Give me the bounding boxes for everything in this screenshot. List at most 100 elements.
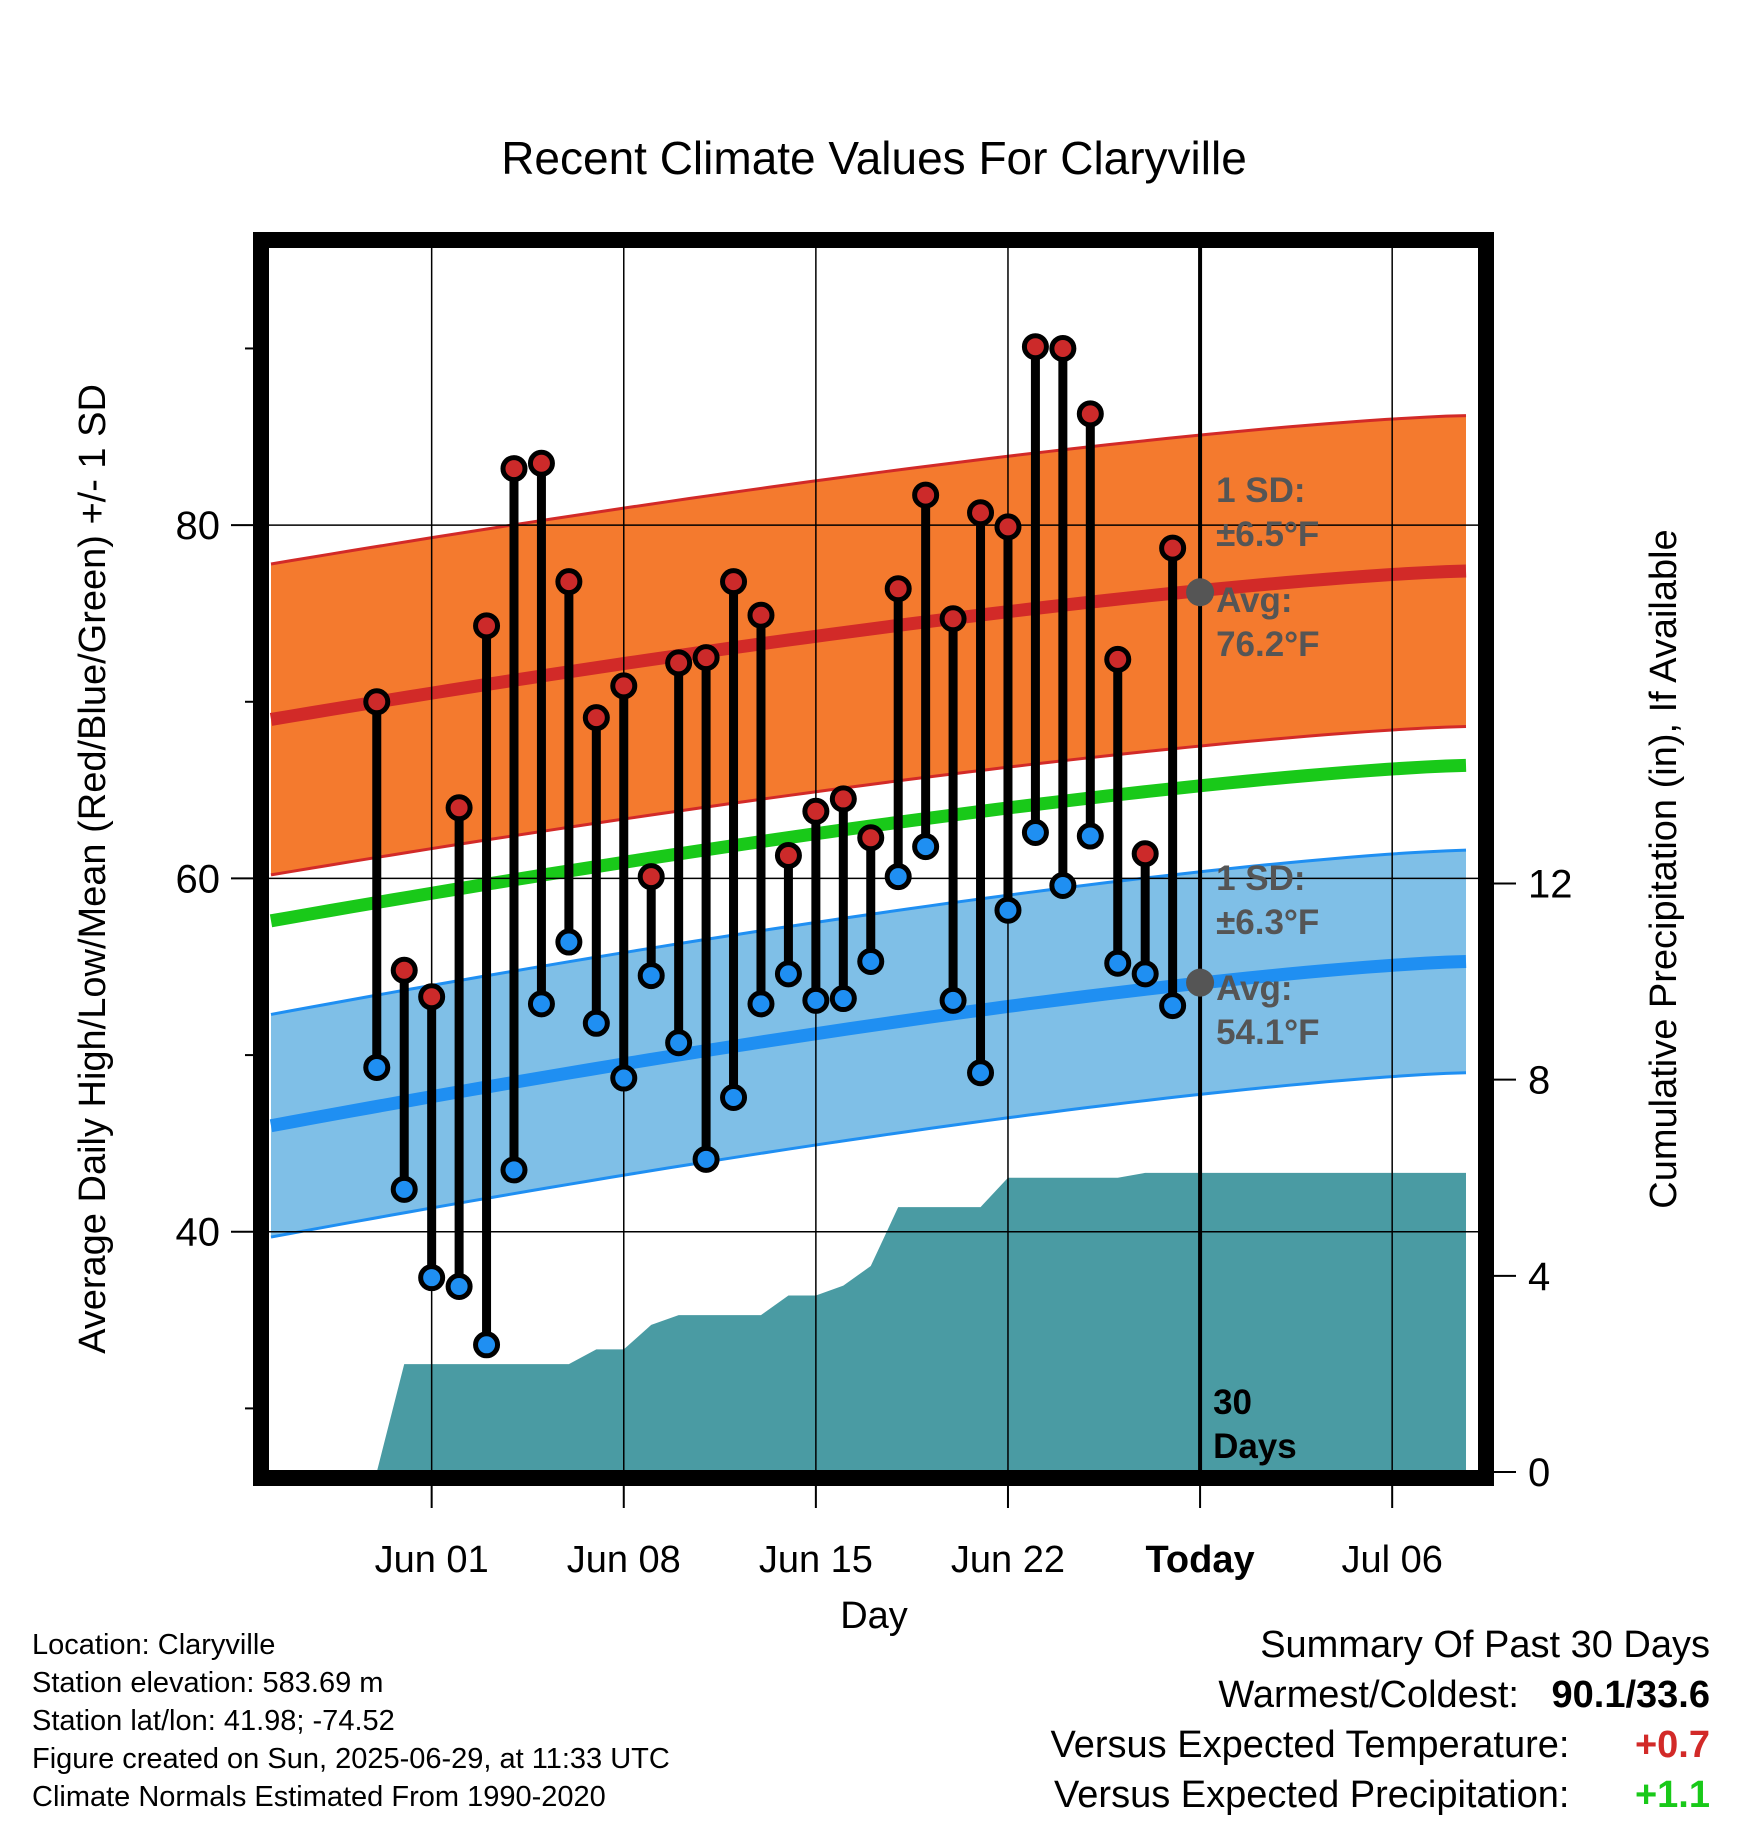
temp-row: Versus Expected Temperature: +0.7 [1051, 1720, 1710, 1770]
x-tick-label: Jun 15 [759, 1539, 873, 1581]
y-left-tick-label: 60 [176, 857, 221, 901]
low-point [1021, 819, 1049, 847]
days-label-text: Days [1213, 1427, 1297, 1466]
low-sd-label: 1 SD: [1216, 859, 1305, 898]
warm-cold-label: Warmest/Coldest: [1218, 1674, 1519, 1716]
low-avg-value: 54.1°F [1216, 1013, 1320, 1052]
x-tick-label: Today [1146, 1539, 1255, 1581]
low-point [1049, 871, 1077, 899]
high-point [1104, 645, 1132, 673]
low-point [857, 947, 885, 975]
low-normal-line [269, 954, 1467, 1133]
precipitation-area [376, 1172, 1467, 1472]
low-band-lower [270, 1071, 1467, 1239]
low-point [802, 986, 830, 1014]
latlon-text: Station lat/lon: 41.98; -74.52 [32, 1705, 395, 1737]
y-left-tick-label: 80 [176, 504, 221, 548]
high-point [665, 649, 693, 677]
high-point [774, 841, 802, 869]
high-band-upper [270, 414, 1467, 566]
low-point [555, 928, 583, 956]
high-point [802, 797, 830, 825]
low-point [418, 1264, 446, 1292]
high-point [637, 863, 665, 891]
today-high-avg-marker [1186, 578, 1215, 607]
summary-panel: Summary Of Past 30 Days Warmest/Coldest:… [1051, 1620, 1710, 1820]
high-point [994, 513, 1022, 541]
x-tick-label: Jun 01 [375, 1539, 489, 1581]
temp-label: Versus Expected Temperature: [1050, 1724, 1570, 1766]
x-tick-label: Jun 22 [951, 1539, 1065, 1581]
high-point [363, 688, 391, 716]
x-tick-label: Jun 08 [567, 1539, 681, 1581]
low-point [665, 1029, 693, 1057]
high-point [829, 785, 857, 813]
today-low-avg-marker [1186, 968, 1215, 997]
days-label-number: 30 [1213, 1383, 1252, 1422]
high-normal-line [269, 564, 1467, 726]
high-point [1049, 334, 1077, 362]
low-point [390, 1175, 418, 1203]
low-point [994, 896, 1022, 924]
plot-area: 1 SD: ±6.5°F Avg: 76.2°F 1 SD: ±6.3°F Avg: 54.1… [267, 246, 1480, 1472]
warm-cold-value: 90.1/33.6 [1551, 1674, 1710, 1716]
high-point [912, 481, 940, 509]
high-point [1159, 534, 1187, 562]
high-sd-value: ±6.5°F [1216, 515, 1319, 554]
low-point [500, 1156, 528, 1184]
high-point [884, 575, 912, 603]
low-point [1131, 960, 1159, 988]
high-point [857, 824, 885, 852]
low-point [829, 985, 857, 1013]
high-point [692, 644, 720, 672]
low-point [445, 1273, 473, 1301]
high-band-lower [270, 725, 1467, 877]
high-point [747, 601, 775, 629]
high-point [1131, 840, 1159, 868]
low-sd-value: ±6.3°F [1216, 903, 1319, 942]
y-right-tick-label: 12 [1528, 863, 1573, 907]
low-point [582, 1009, 610, 1037]
station-metadata: Location: Claryville Station elevation: … [32, 1626, 670, 1816]
y-right-tick-label: 0 [1528, 1451, 1550, 1495]
axes: 40 60 80 0 4 8 12 Jun 01 Jun 08 Jun 15 Jun 22 Today… [176, 232, 1573, 1581]
plot-frame [253, 232, 1494, 1486]
high-avg-label: Avg: [1216, 581, 1292, 620]
low-point [747, 990, 775, 1018]
y-left-tick-label: 40 [176, 1211, 221, 1255]
low-point [473, 1331, 501, 1359]
low-point [637, 962, 665, 990]
low-point [1104, 949, 1132, 977]
low-point [363, 1053, 391, 1081]
low-point [939, 986, 967, 1014]
elevation-text: Station elevation: 583.69 m [32, 1667, 384, 1699]
high-sd-label: 1 SD: [1216, 471, 1305, 510]
location-text: Location: Claryville [32, 1629, 276, 1661]
low-band [271, 850, 1466, 1238]
low-point [774, 960, 802, 988]
precip-label: Versus Expected Precipitation: [1054, 1774, 1570, 1816]
warm-cold-row: Warmest/Coldest: 90.1/33.6 [1051, 1670, 1710, 1720]
high-point [555, 568, 583, 596]
high-point [473, 612, 501, 640]
high-point [720, 568, 748, 596]
high-point [582, 704, 610, 732]
x-tick-label: Jul 06 [1341, 1539, 1442, 1581]
high-point [967, 499, 995, 527]
high-point [500, 455, 528, 483]
created-text: Figure created on Sun, 2025-06-29, at 11… [32, 1743, 670, 1775]
y-axis-label-left: Average Daily High/Low/Mean (Red/Blue/Gr… [72, 384, 114, 1354]
low-point [720, 1083, 748, 1111]
low-point [527, 990, 555, 1018]
low-point [692, 1145, 720, 1173]
high-point [418, 983, 446, 1011]
precip-value: +1.1 [1634, 1774, 1710, 1816]
low-point [1159, 992, 1187, 1020]
low-point [1076, 822, 1104, 850]
low-point [884, 863, 912, 891]
y-right-tick-label: 8 [1528, 1059, 1550, 1103]
temp-value: +0.7 [1634, 1724, 1710, 1766]
high-avg-value: 76.2°F [1216, 625, 1320, 664]
y-axis-label-right: Cumulative Precipitation (in), If Availa… [1643, 529, 1685, 1208]
